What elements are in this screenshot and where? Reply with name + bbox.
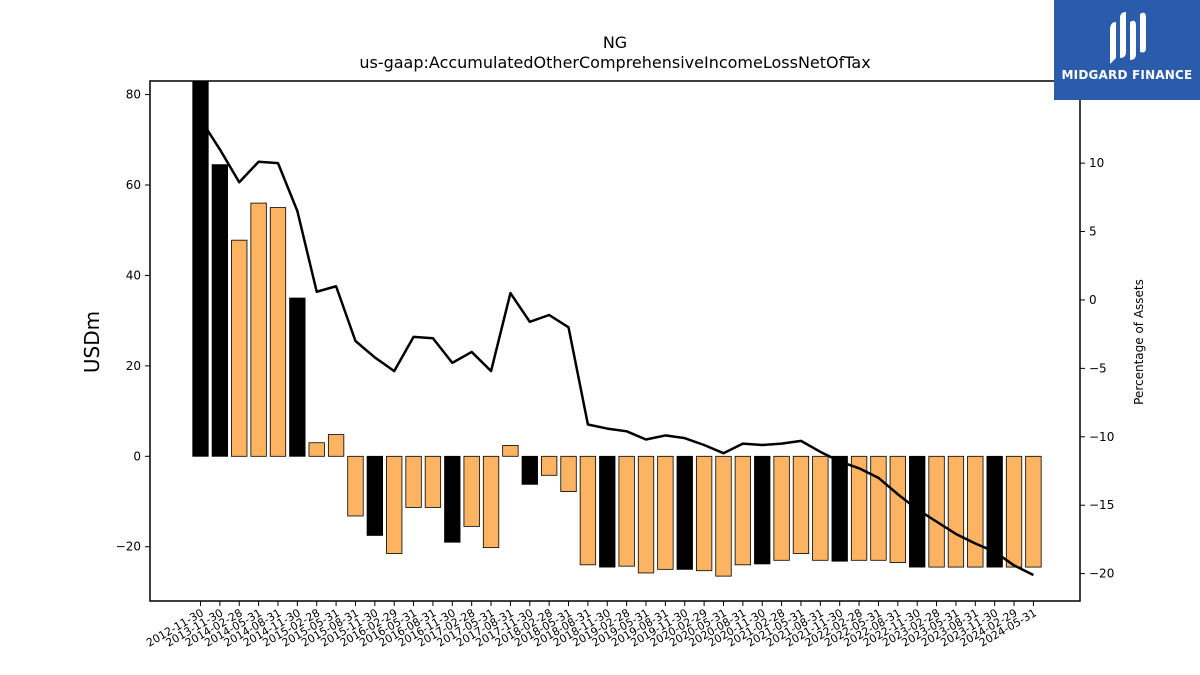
bar-2012-11-30 [192, 80, 209, 457]
bar-2022-05-31 [870, 455, 887, 561]
bar-2024-02-29 [1005, 455, 1023, 568]
y2-axis: −20 −15 −10 −5 0 5 10 [1080, 156, 1114, 581]
bar-2021-08-31 [812, 455, 829, 561]
bar-2016-02-29 [386, 455, 403, 554]
bar-2018-11-30 [599, 455, 616, 568]
bar-2023-02-28 [928, 455, 945, 568]
bar-2017-11-30 [521, 455, 538, 485]
y-tick-label: −20 [116, 540, 141, 554]
y2-tick-label: 0 [1089, 293, 1097, 307]
bar-2024-05-31 [1025, 455, 1042, 568]
y-tick-label: 0 [133, 449, 141, 463]
plot-frame [149, 80, 1081, 602]
bar-2016-08-31 [424, 455, 442, 508]
chart-title: NG [603, 33, 627, 52]
bar-2014-02-28 [231, 239, 248, 457]
bar-2022-11-30 [909, 455, 926, 568]
bar-2021-02-28 [773, 455, 790, 561]
bar-2021-05-31 [792, 455, 810, 554]
bar-2020-05-31 [715, 455, 732, 577]
bar-2018-08-31 [579, 455, 597, 566]
y2-tick-label: −20 [1089, 567, 1114, 581]
y-tick-label: 60 [126, 178, 141, 192]
bar-2023-11-30 [986, 455, 1003, 568]
bar-2022-08-31 [889, 455, 906, 563]
bar-2017-08-31 [502, 445, 519, 457]
bar-2016-05-31 [405, 455, 422, 508]
y2-tick-label: 10 [1089, 156, 1104, 170]
bar-2019-11-30 [676, 455, 693, 570]
bar-2020-08-31 [734, 455, 752, 566]
y2-tick-label: 5 [1089, 225, 1097, 239]
logo-text: MIDGARD FINANCE [1061, 68, 1193, 82]
midgard-finance-logo: MIDGARD FINANCE [1054, 0, 1200, 100]
bar-2017-05-31 [482, 455, 500, 549]
bar-2020-02-29 [695, 455, 713, 572]
percentage-of-assets-line [199, 118, 1034, 577]
y2-tick-label: −5 [1089, 361, 1107, 375]
bar-2022-02-28 [850, 455, 868, 561]
x-axis: 2012-11-302013-11-302014-02-282014-05-31… [144, 601, 1039, 650]
bar-2013-11-30 [211, 164, 229, 457]
y-axis-label: USDm [80, 311, 104, 373]
chart-subtitle: us-gaap:AccumulatedOtherComprehensiveInc… [359, 53, 870, 72]
y2-axis-label: Percentage of Assets [1132, 279, 1146, 405]
bar-2017-02-28 [463, 455, 480, 527]
bar-2019-08-31 [657, 455, 674, 570]
bar-2015-08-31 [347, 455, 364, 517]
y2-tick-label: −15 [1089, 498, 1114, 512]
bar-2019-05-31 [637, 455, 655, 574]
bar-2016-11-30 [444, 455, 461, 543]
bar-2014-08-31 [269, 207, 287, 457]
bar-2018-02-28 [541, 455, 558, 476]
bar-2015-02-28 [308, 442, 325, 457]
bar-2021-11-30 [831, 455, 848, 562]
bar-2023-08-31 [967, 455, 984, 568]
bar-2020-11-30 [754, 455, 771, 565]
y2-tick-label: −10 [1089, 430, 1114, 444]
y-axis: −20 0 20 40 60 80 [116, 88, 150, 554]
bar-series [192, 80, 1042, 577]
y-tick-label: 80 [126, 88, 141, 102]
y-tick-label: 20 [126, 359, 141, 373]
bar-2019-02-28 [618, 455, 635, 567]
bar-2015-05-31 [327, 434, 345, 457]
bar-2014-11-30 [289, 297, 306, 457]
bar-2018-05-31 [560, 455, 577, 492]
y-tick-label: 40 [126, 268, 141, 282]
line-series [199, 118, 1034, 577]
bar-2023-05-31 [947, 455, 965, 568]
midgard-logo-icon [1110, 12, 1146, 64]
bar-2014-05-31 [250, 202, 267, 457]
bar-2015-11-30 [366, 455, 383, 536]
